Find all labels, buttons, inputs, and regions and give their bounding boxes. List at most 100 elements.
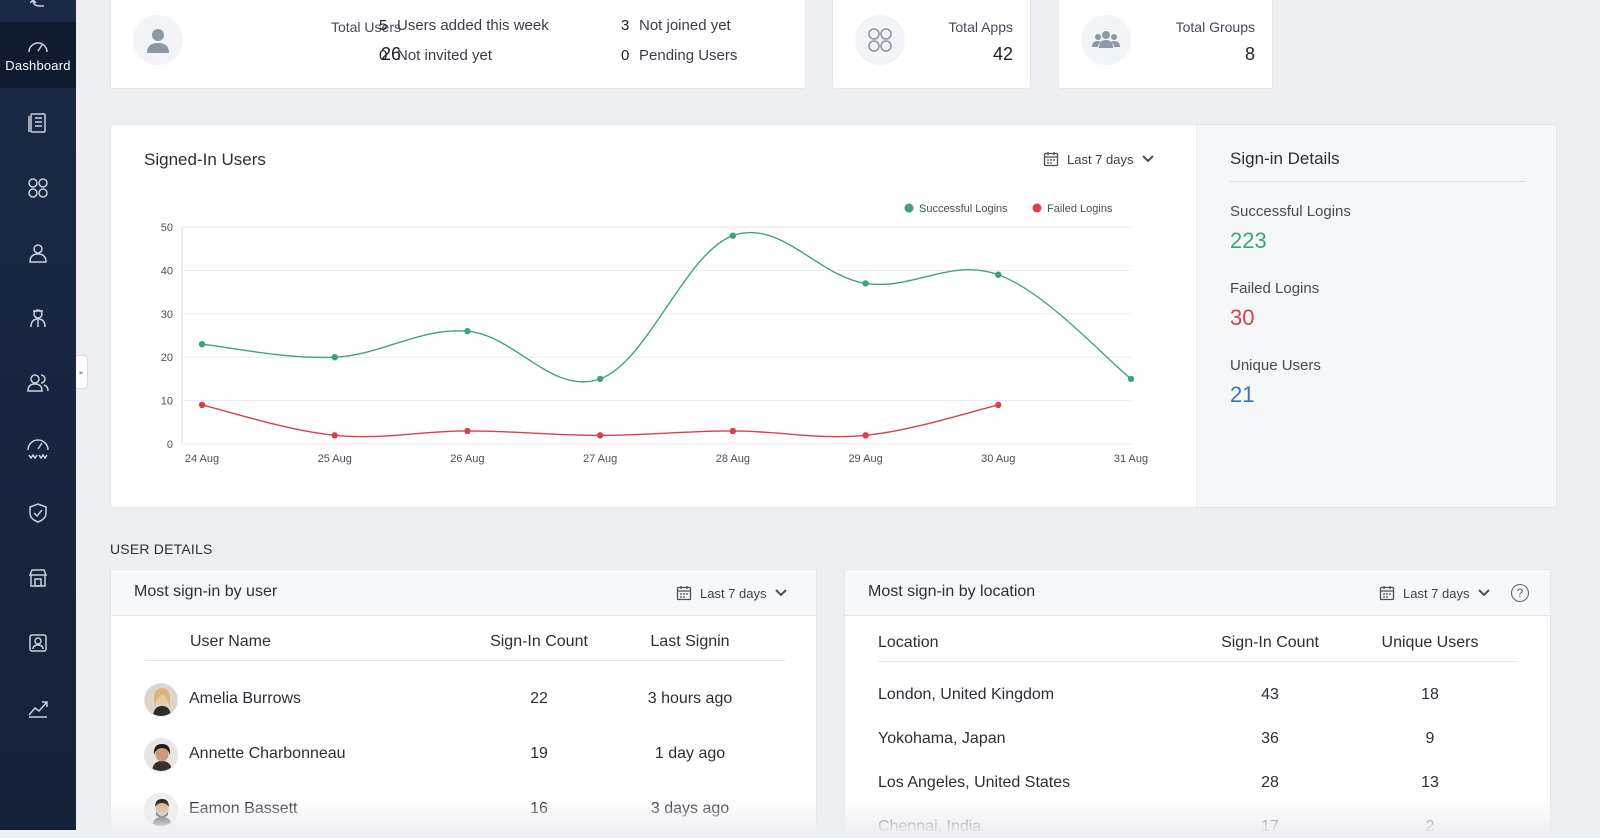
header-divider (145, 660, 785, 661)
x-tick-label: 26 Aug (450, 453, 484, 465)
col-signin-count: Sign-In Count (490, 633, 588, 650)
back-icon[interactable] (0, 0, 76, 22)
location-name: Los Angeles, United States (878, 774, 1071, 791)
calendar-icon (1043, 152, 1059, 167)
unique-users-label: Unique Users (1230, 357, 1321, 374)
header-divider (878, 661, 1518, 662)
signed-in-line-chart: 0 10 20 30 40 50 24 Aug 25 Aug 26 Aug 27 Aug 28 A… (161, 203, 1148, 465)
sidebar-item-users[interactable] (0, 231, 76, 275)
data-point (862, 280, 869, 287)
data-point (862, 432, 869, 439)
help-icon[interactable]: ? (1511, 584, 1529, 602)
avatar (144, 738, 178, 772)
x-tick-label: 25 Aug (318, 453, 352, 465)
location-name: Chennai, India (878, 818, 982, 835)
data-point (331, 354, 338, 361)
user-icon (29, 244, 47, 263)
signin-details-panel: Sign-in Details Successful Logins 223 Fa… (1196, 125, 1556, 507)
groups-stat-card[interactable]: Total Groups 8 (1058, 0, 1273, 89)
legend-label: Failed Logins (1047, 203, 1113, 215)
by-location-range-dropdown[interactable]: Last 7 days (1379, 585, 1490, 601)
data-point (596, 432, 604, 439)
calendar-icon (676, 586, 692, 601)
by-location-title: Most sign-in by location (868, 583, 1036, 600)
user-name: Annette Charbonneau (189, 745, 346, 762)
divider (1230, 181, 1526, 182)
avatar (144, 683, 178, 717)
apps-icon (855, 15, 905, 65)
data-point (198, 340, 206, 348)
successful-logins-value: 223 (1230, 228, 1267, 253)
total-users-label: Total Users (330, 19, 401, 35)
sidebar-item-groups[interactable] (0, 361, 76, 405)
data-point (1127, 375, 1135, 383)
store-icon (28, 569, 48, 587)
sidebar-item-store[interactable] (0, 556, 76, 600)
y-tick-label: 0 (167, 439, 173, 451)
legend-marker (1032, 203, 1042, 213)
unique-users-value: 21 (1230, 382, 1255, 407)
sidebar: Dashboard (0, 0, 76, 830)
location-name: London, United Kingdom (878, 686, 1055, 703)
by-user-title: Most sign-in by user (134, 583, 278, 600)
sidebar-item-apps[interactable] (0, 166, 76, 210)
most-signin-by-user-card: Most sign-in by user Last 7 days User Na… (110, 569, 817, 838)
failed-logins-value: 30 (1230, 305, 1255, 330)
web-speed-icon (27, 439, 49, 459)
unique-users: 18 (1421, 686, 1439, 703)
calendar-icon (1379, 586, 1395, 601)
not-invited: 0 Not invited yet (379, 47, 493, 64)
sidebar-item-admins[interactable] (0, 296, 76, 340)
total-apps-value: 42 (992, 44, 1013, 64)
avatar (144, 793, 178, 827)
data-point (995, 401, 1002, 409)
apps-stat-card[interactable]: Total Apps 42 (832, 0, 1031, 89)
not-joined: 3 Not joined yet (621, 17, 731, 34)
chevron-down-icon (774, 589, 787, 597)
successful-logins-label: Successful Logins (1230, 203, 1351, 220)
last-signin: 3 days ago (650, 800, 730, 817)
data-point (198, 401, 206, 409)
chart-range-dropdown[interactable]: Last 7 days (1043, 151, 1154, 167)
by-user-range-label: Last 7 days (700, 585, 767, 601)
card-header (845, 570, 1550, 616)
x-tick-label: 28 Aug (716, 453, 750, 465)
y-tick-label: 20 (161, 352, 173, 364)
legend-label: Successful Logins (919, 203, 1008, 215)
sidebar-collapse-handle[interactable]: ▸ (76, 355, 88, 389)
user-name: Amelia Burrows (189, 690, 302, 707)
legend-marker (904, 203, 914, 213)
total-apps-label: Total Apps (948, 19, 1013, 35)
signed-in-users-title: Signed-In Users (144, 150, 266, 169)
location-name: Yokohama, Japan (878, 730, 1006, 747)
sidebar-item-web[interactable] (0, 426, 76, 470)
data-point (995, 271, 1002, 278)
user-name: Eamon Bassett (189, 800, 298, 817)
by-user-range-dropdown[interactable]: Last 7 days (676, 585, 787, 601)
col-user-name: User Name (190, 633, 271, 650)
data-point (729, 232, 737, 239)
signin-count: 19 (530, 745, 548, 762)
sidebar-item-label: Dashboard (5, 57, 71, 73)
sidebar-item-dashboard[interactable]: Dashboard (0, 22, 76, 88)
x-tick-label: 24 Aug (185, 453, 219, 465)
signin-count: 22 (530, 690, 548, 707)
sidebar-item-directory[interactable] (0, 621, 76, 665)
data-point (729, 427, 737, 435)
id-badge-icon (29, 634, 47, 652)
x-tick-label: 29 Aug (848, 453, 882, 465)
sidebar-item-analytics[interactable] (0, 686, 76, 730)
y-tick-label: 50 (161, 222, 173, 234)
data-point (596, 375, 604, 383)
col-unique-users: Unique Users (1381, 634, 1479, 651)
signin-count: 28 (1261, 774, 1279, 791)
col-last-signin: Last Signin (650, 633, 730, 650)
admin-user-icon (30, 309, 46, 328)
last-signin: 3 hours ago (647, 690, 733, 707)
y-tick-label: 40 (161, 265, 173, 277)
x-tick-label: 30 Aug (981, 453, 1015, 465)
sidebar-item-security[interactable] (0, 491, 76, 535)
data-point (331, 432, 338, 439)
sidebar-item-reports[interactable] (0, 101, 76, 145)
signin-count: 36 (1261, 730, 1279, 747)
